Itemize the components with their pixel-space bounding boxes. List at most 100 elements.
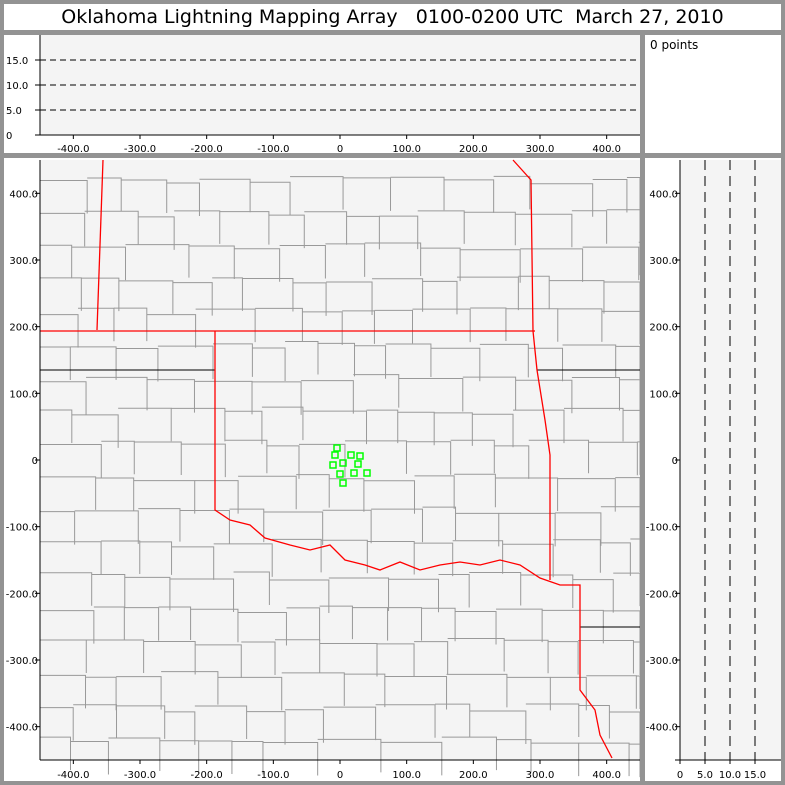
county-line	[194, 705, 248, 739]
county-line	[446, 673, 508, 708]
county-line	[91, 573, 126, 608]
x-tick-label: -300.0	[124, 770, 156, 781]
county-line	[40, 179, 88, 214]
y-tick-label: -100.0	[646, 523, 678, 534]
x-tick-label: 10.0	[719, 770, 741, 781]
county-line	[518, 275, 550, 310]
county-line	[171, 407, 226, 442]
county-line	[390, 176, 445, 211]
county-line	[86, 376, 148, 411]
x-tick-label: 200.0	[459, 144, 488, 153]
county-line	[87, 177, 122, 211]
county-line	[169, 578, 235, 612]
y-tick-label: 10.0	[6, 81, 28, 92]
county-line	[86, 639, 145, 674]
x-tick-label: 15.0	[744, 770, 766, 781]
county-line	[133, 480, 196, 514]
county-line	[456, 276, 519, 311]
top-panel: -400.0 -300.0 -200.0 -100.0 0 100.0 200.0 300.0…	[4, 35, 640, 155]
county-line	[158, 606, 192, 641]
county-line	[217, 676, 283, 711]
county-line	[502, 543, 554, 578]
x-tick-label: -200.0	[191, 144, 223, 153]
county-line	[74, 510, 139, 544]
x-tick-label: 300.0	[526, 770, 555, 781]
county-line	[213, 343, 253, 377]
county-line	[504, 639, 549, 674]
county-line	[231, 741, 264, 775]
county-line	[296, 474, 330, 508]
county-line	[513, 409, 565, 444]
county-line	[578, 742, 630, 777]
county-line	[323, 706, 377, 741]
county-line	[496, 608, 543, 643]
county-line	[250, 181, 291, 216]
county-line	[40, 511, 76, 545]
county-line	[447, 638, 505, 672]
county-lines	[40, 175, 641, 778]
county-line	[252, 381, 302, 415]
county-line	[40, 409, 73, 443]
county-line	[70, 346, 117, 380]
county-line	[515, 213, 573, 248]
county-line	[469, 572, 522, 606]
county-line	[242, 278, 294, 312]
county-line	[344, 440, 407, 474]
county-line	[157, 345, 214, 380]
y-tick-label: 400.0	[649, 189, 678, 200]
county-line	[600, 542, 631, 576]
county-line	[195, 644, 242, 678]
county-line	[118, 407, 172, 442]
county-line	[571, 377, 620, 411]
county-line	[434, 412, 473, 446]
county-line	[364, 242, 422, 277]
county-line	[85, 676, 117, 711]
county-line	[213, 543, 273, 577]
county-line	[494, 445, 530, 479]
county-line	[321, 539, 368, 574]
county-line	[452, 540, 504, 574]
county-line	[326, 281, 373, 315]
county-line	[174, 210, 221, 244]
county-line	[124, 576, 171, 611]
county-line	[549, 280, 605, 314]
county-line	[376, 643, 415, 677]
county-line	[238, 475, 297, 510]
county-line	[234, 248, 281, 282]
county-line	[281, 672, 345, 706]
county-line	[95, 477, 135, 512]
county-line	[292, 282, 327, 316]
county-line	[515, 379, 573, 414]
county-line	[146, 314, 197, 348]
county-line	[367, 540, 415, 575]
county-line	[194, 480, 239, 514]
county-line	[302, 311, 343, 345]
x-tick-label: -200.0	[191, 770, 223, 781]
station-marker	[356, 452, 364, 460]
county-line	[272, 538, 322, 573]
county-line	[224, 410, 263, 445]
county-line	[352, 607, 389, 641]
county-line	[71, 246, 127, 281]
county-line	[406, 441, 452, 475]
county-line	[420, 247, 461, 282]
county-line	[435, 703, 471, 738]
county-line	[529, 183, 594, 217]
map-panel: -400.0 -300.0 -200.0 -100.0 0 100.0 200.0 300.0…	[4, 158, 641, 781]
county-line	[531, 742, 580, 777]
station-marker	[350, 469, 358, 477]
county-line	[302, 410, 368, 445]
station-marker	[336, 470, 344, 478]
x-tick-label: -100.0	[257, 770, 289, 781]
county-line	[398, 377, 464, 412]
county-line	[262, 742, 319, 776]
county-line	[225, 439, 268, 474]
plot-title: Oklahoma Lightning Mapping Array 0100-02…	[4, 4, 781, 30]
county-line	[438, 573, 470, 608]
county-line	[40, 736, 71, 771]
county-line	[198, 740, 233, 774]
plan-view-map[interactable]: -400.0 -300.0 -200.0 -100.0 0 100.0 200.0 300.0…	[4, 158, 641, 781]
county-line	[384, 676, 448, 710]
county-line	[285, 709, 324, 743]
right-panel: 0 5.0 10.0 15.0 -400.0 -300.0 -200.0 -100.0 0 100…	[645, 158, 781, 781]
